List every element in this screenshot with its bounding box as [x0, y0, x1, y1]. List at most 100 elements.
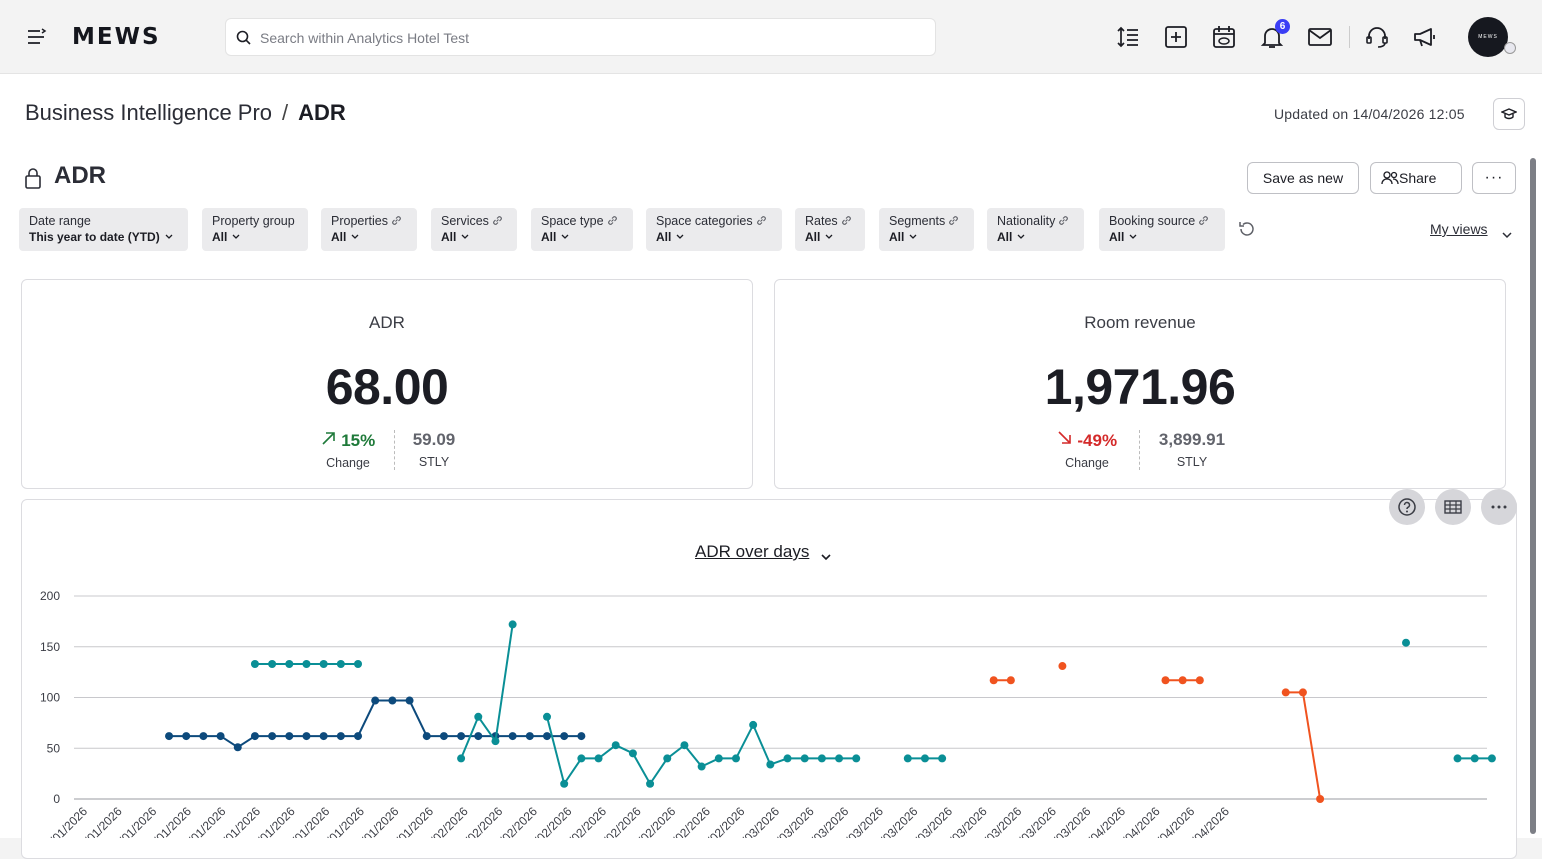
breadcrumb-separator: /: [282, 100, 289, 125]
data-point: [199, 732, 208, 741]
chevron-down-icon: [461, 234, 469, 239]
data-point: [285, 660, 294, 669]
data-point: [543, 712, 551, 721]
link-icon: [1059, 216, 1069, 225]
kpi-stly: 3,899.91 STLY: [1152, 430, 1232, 469]
data-point: [525, 732, 534, 741]
help-icon: [1398, 498, 1416, 516]
lock-icon: [24, 167, 42, 194]
data-point: [268, 660, 277, 669]
more-options-button[interactable]: ···: [1472, 162, 1516, 194]
data-point: [714, 754, 723, 763]
filter-space-type[interactable]: Space type All: [531, 208, 633, 251]
data-point: [663, 754, 672, 763]
link-icon: [607, 216, 617, 225]
data-point: [1316, 795, 1325, 803]
search-box[interactable]: [225, 18, 936, 56]
filter-nationality[interactable]: Nationality All: [987, 208, 1084, 251]
data-point: [594, 754, 603, 763]
kpi-change-value: 15%: [341, 431, 376, 450]
kpi-divider: [1139, 430, 1140, 470]
chevron-down-icon[interactable]: [820, 548, 832, 566]
filter-value: All: [656, 230, 772, 244]
filter-label: Date range: [29, 214, 91, 228]
support-headset-icon[interactable]: [1364, 24, 1390, 50]
filter-label: Booking source: [1109, 214, 1215, 228]
reset-icon[interactable]: [1237, 219, 1257, 244]
filter-services[interactable]: Services All: [431, 208, 517, 251]
data-point: [371, 696, 380, 705]
data-point: [491, 737, 500, 746]
data-point: [611, 741, 620, 750]
series-line: [1285, 691, 1322, 800]
save-as-new-button[interactable]: Save as new: [1247, 162, 1359, 194]
kpi-stly-value: 3,899.91: [1158, 430, 1226, 449]
kpi-divider: [394, 430, 395, 470]
mews-logo[interactable]: MEWS: [72, 24, 161, 50]
data-point: [646, 779, 655, 788]
data-point: [800, 754, 809, 763]
breadcrumb-parent[interactable]: Business Intelligence Pro: [25, 100, 273, 125]
data-point: [422, 732, 431, 741]
chevron-down-icon[interactable]: [1502, 226, 1512, 244]
data-point: [731, 754, 740, 763]
megaphone-icon[interactable]: [1412, 24, 1438, 50]
data-point: [783, 754, 792, 763]
scrollbar-thumb[interactable]: [1530, 158, 1536, 834]
search-input[interactable]: [260, 27, 920, 49]
kpi-title: ADR: [369, 313, 405, 332]
menu-icon[interactable]: [26, 27, 48, 47]
data-point: [439, 732, 448, 741]
data-point: [182, 732, 191, 741]
data-point: [354, 660, 363, 669]
add-square-icon[interactable]: [1163, 24, 1189, 50]
filter-label: Space type: [541, 214, 623, 228]
table-icon: [1444, 500, 1462, 514]
link-icon: [493, 216, 502, 225]
filter-value: All: [889, 230, 964, 244]
data-point: [1006, 676, 1015, 685]
kpi-value: 68.00: [325, 359, 449, 415]
scrollbar[interactable]: [1527, 156, 1539, 838]
filter-space-categories[interactable]: Space categories All: [646, 208, 782, 251]
y-tick-label: 150: [40, 640, 60, 654]
data-point: [268, 732, 277, 741]
notifications-badge: 6: [1275, 19, 1290, 34]
data-point: [457, 732, 466, 741]
kpi-change-value: -49%: [1077, 431, 1118, 450]
share-button[interactable]: Share: [1370, 162, 1462, 194]
filter-segments[interactable]: Segments All: [879, 208, 974, 251]
filter-booking-source[interactable]: Booking source All: [1099, 208, 1225, 251]
data-point: [474, 732, 483, 741]
data-point: [938, 754, 947, 763]
data-point: [319, 732, 328, 741]
link-icon: [841, 216, 851, 225]
filter-rates[interactable]: Rates All: [795, 208, 865, 251]
data-point: [560, 732, 569, 741]
help-button[interactable]: [1389, 489, 1425, 525]
arrow-up-right-icon: [322, 432, 335, 445]
kpi-card-adr: ADR 68.00 15% Change 59.09 STLY: [21, 279, 753, 489]
updated-timestamp: Updated on 14/04/2026 12:05: [1274, 106, 1465, 122]
kpi-card-room-revenue: Room revenue 1,971.96 -49% Change 3,899.…: [774, 279, 1506, 489]
data-point: [1487, 754, 1496, 763]
table-view-button[interactable]: [1435, 489, 1471, 525]
filter-properties[interactable]: Properties All: [321, 208, 417, 251]
kpi-stly: 59.09 STLY: [394, 430, 474, 469]
data-point: [457, 754, 466, 763]
line-height-icon[interactable]: [1115, 24, 1141, 50]
chart-title[interactable]: ADR over days: [695, 542, 810, 561]
data-point: [250, 660, 259, 669]
avatar[interactable]: MEWS: [1468, 17, 1508, 57]
calendar-view-icon[interactable]: [1211, 24, 1237, 50]
filter-label: Property group: [212, 214, 295, 228]
learning-button[interactable]: [1493, 98, 1525, 130]
chart-more-button[interactable]: [1481, 489, 1517, 525]
data-point: [1298, 688, 1307, 697]
my-views-dropdown[interactable]: My views: [1430, 221, 1488, 237]
filter-property-group[interactable]: Property group All: [202, 208, 308, 251]
filter-date-range[interactable]: Date range This year to date (YTD): [19, 208, 188, 251]
x-tick-label: 01/01/2026: [38, 804, 91, 838]
mail-icon[interactable]: [1307, 24, 1333, 50]
search-icon: [236, 30, 252, 51]
